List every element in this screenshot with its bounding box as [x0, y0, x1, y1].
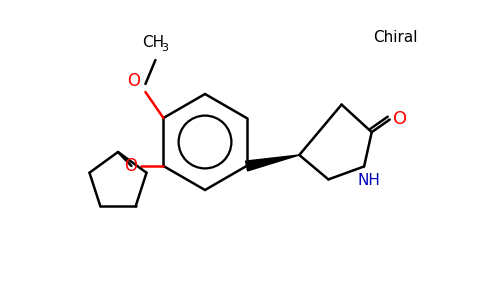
Text: Chiral: Chiral [373, 31, 417, 46]
Text: 3: 3 [161, 43, 168, 53]
Text: CH: CH [142, 35, 165, 50]
Polygon shape [245, 155, 299, 171]
Text: O: O [393, 110, 407, 128]
Text: O: O [124, 157, 137, 175]
Text: NH: NH [358, 173, 380, 188]
Text: O: O [127, 72, 140, 90]
